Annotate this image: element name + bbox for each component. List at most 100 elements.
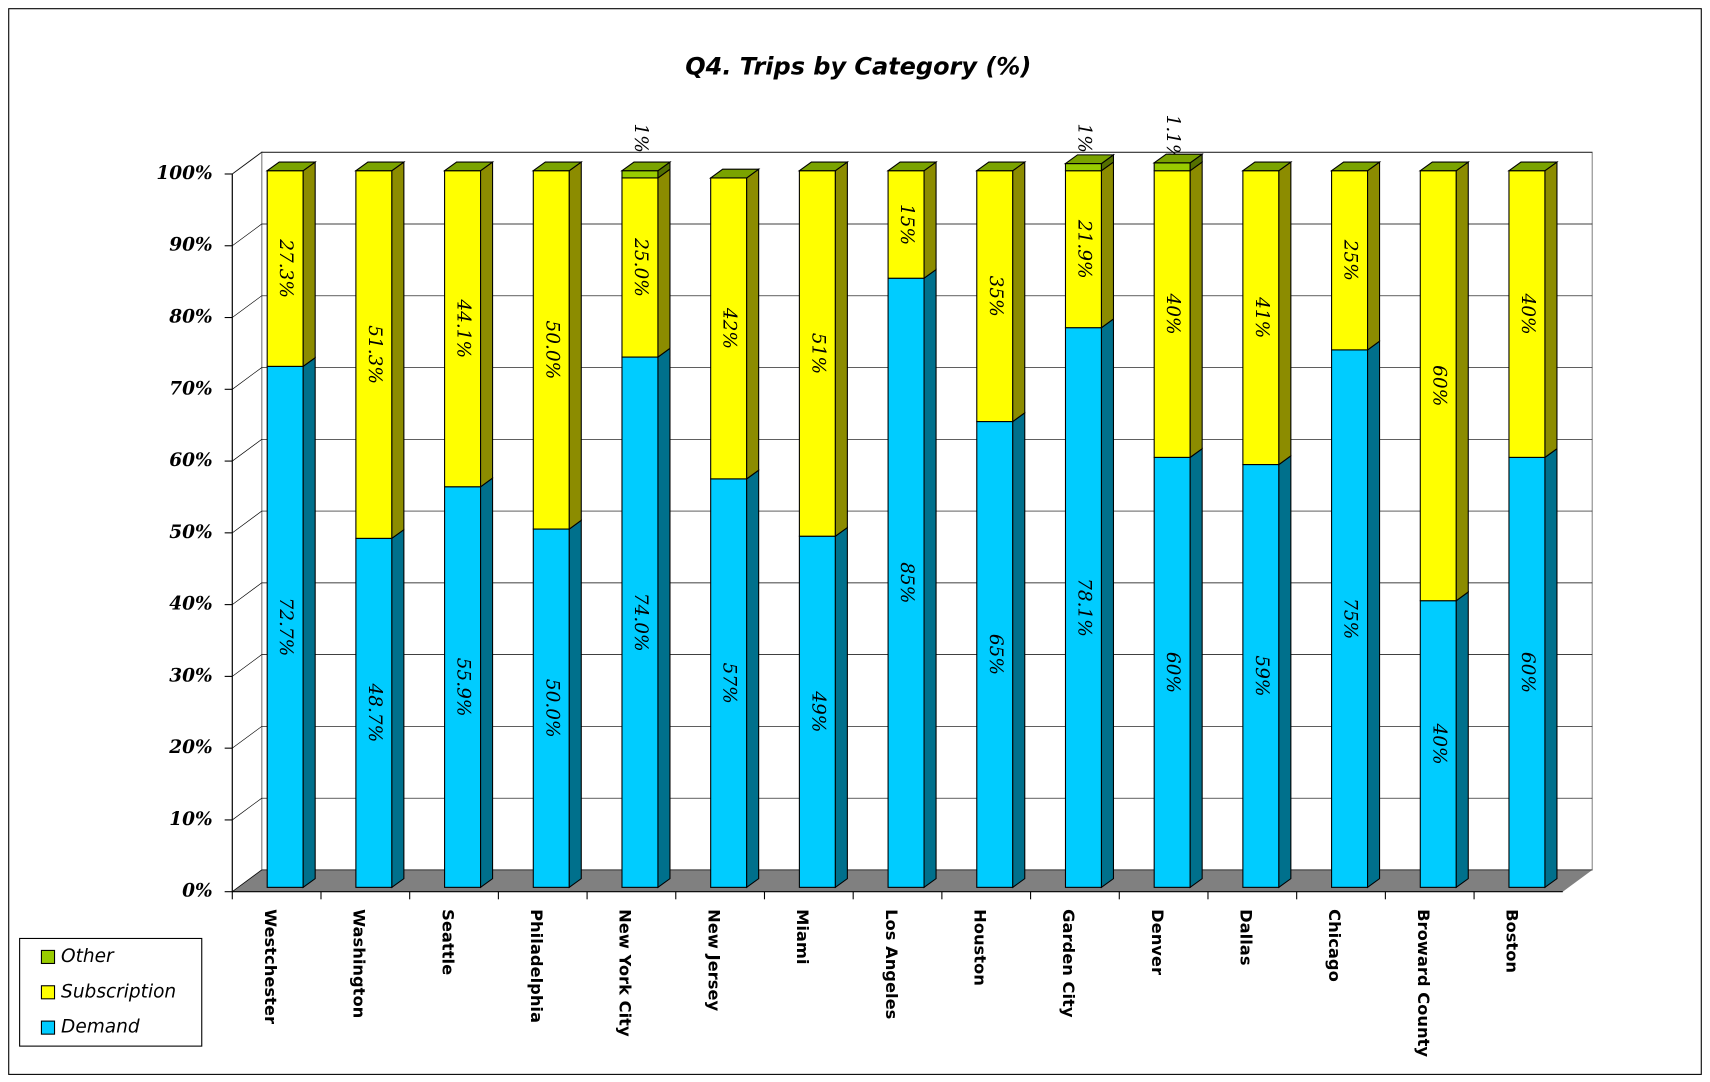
bar-side [1367, 340, 1381, 889]
bar-front [355, 537, 393, 888]
y-tick-label: 70% [169, 378, 212, 399]
bar [621, 168, 671, 359]
bar-front [444, 486, 482, 888]
bar-front [887, 170, 925, 279]
bar-top [709, 168, 761, 179]
data-label: 75% [1340, 598, 1361, 639]
bar-top [1241, 161, 1293, 172]
bar-top [1063, 154, 1116, 165]
grid-line [232, 654, 1593, 677]
bar-side [480, 160, 494, 488]
bar-front [1153, 170, 1191, 458]
x-tick-label: Broward County [1414, 909, 1433, 1057]
bar-front [266, 170, 304, 367]
bar-side [391, 528, 405, 889]
bar [1153, 447, 1203, 889]
x-tick-label: Philadelphia [527, 909, 546, 1023]
y-tick-label: 0% [182, 881, 212, 902]
bar-side [1278, 160, 1292, 466]
bar-front [1331, 349, 1369, 888]
bar [1419, 590, 1469, 889]
legend-swatch [40, 1020, 56, 1035]
bar-front [1419, 600, 1457, 888]
bar [621, 347, 671, 889]
bar-top [442, 161, 495, 172]
x-tick-label: Garden City [1059, 909, 1078, 1018]
data-label: 60% [1517, 652, 1538, 693]
bar-front [1419, 170, 1457, 602]
bar-front [621, 177, 659, 358]
y-tick-label: 10% [169, 809, 212, 830]
bar-side [746, 168, 760, 480]
bar-top [531, 161, 583, 172]
bar [1153, 160, 1203, 459]
bar [887, 160, 937, 280]
x-tick-label: Denver [1148, 909, 1167, 975]
data-label: 25% [1340, 239, 1361, 281]
bar [444, 160, 494, 488]
data-label: 60% [1428, 365, 1449, 406]
data-label: 44.1% [453, 298, 474, 358]
bar-front [887, 277, 925, 888]
bar [976, 160, 1026, 423]
x-tick-label: Miami [793, 909, 812, 964]
bar [798, 160, 848, 538]
bar-front [621, 170, 659, 179]
data-label: 1.1% [1162, 115, 1183, 162]
bar-front [1064, 327, 1103, 888]
bar-top [265, 161, 317, 172]
bar-side [1544, 447, 1558, 889]
bar-top [1418, 161, 1470, 172]
bar-top [1329, 161, 1382, 172]
data-label: 21.9% [1073, 219, 1094, 279]
y-tick-label: 40% [169, 594, 212, 615]
y-tick-label: 30% [169, 665, 212, 686]
bar-front [976, 170, 1014, 423]
legend-swatch [40, 949, 56, 965]
x-tick-label: Chicago [1325, 909, 1344, 982]
bar-side [834, 160, 848, 538]
bar [887, 268, 937, 889]
bar-front [532, 528, 570, 888]
grid-line [232, 797, 1593, 821]
bar [1419, 160, 1469, 602]
y-tick-label: 80% [168, 307, 212, 328]
grid-line [232, 223, 1593, 247]
bar-front [266, 365, 304, 888]
bar-side [1012, 411, 1026, 889]
bar [1242, 454, 1292, 889]
data-label: 1% [630, 123, 651, 152]
bar [798, 526, 848, 889]
bar-side [568, 519, 582, 889]
data-label: 15% [896, 204, 917, 245]
bar-top [886, 161, 938, 172]
x-tick-label: Seattle [438, 909, 457, 975]
data-label: 65% [985, 634, 1006, 675]
y-tick-label: 20% [168, 737, 212, 758]
bar-side [923, 268, 937, 889]
data-label: 49% [807, 690, 828, 732]
bar [1242, 160, 1292, 466]
bar [710, 469, 760, 889]
bar-front [798, 170, 836, 537]
legend-label: Demand [61, 1017, 140, 1038]
bar-top [1507, 161, 1559, 172]
grid-line [232, 869, 1593, 892]
bar-side [657, 168, 671, 359]
x-tick-label: Boston [1503, 909, 1522, 973]
bar [1331, 340, 1381, 889]
data-label: 40% [1428, 722, 1449, 764]
bar-front [1331, 170, 1369, 351]
chart-title: Q4. Trips by Category (%) [685, 52, 1031, 80]
bar-front [1153, 162, 1191, 172]
bar-side [1100, 160, 1115, 329]
bar-front [976, 421, 1014, 888]
y-tick-label: 100% [156, 163, 212, 184]
grid-line [232, 582, 1593, 605]
bar [355, 528, 405, 889]
bar-side [302, 356, 316, 889]
grid-line [232, 438, 1593, 462]
bar-front [621, 356, 659, 888]
bar-top [354, 161, 406, 172]
